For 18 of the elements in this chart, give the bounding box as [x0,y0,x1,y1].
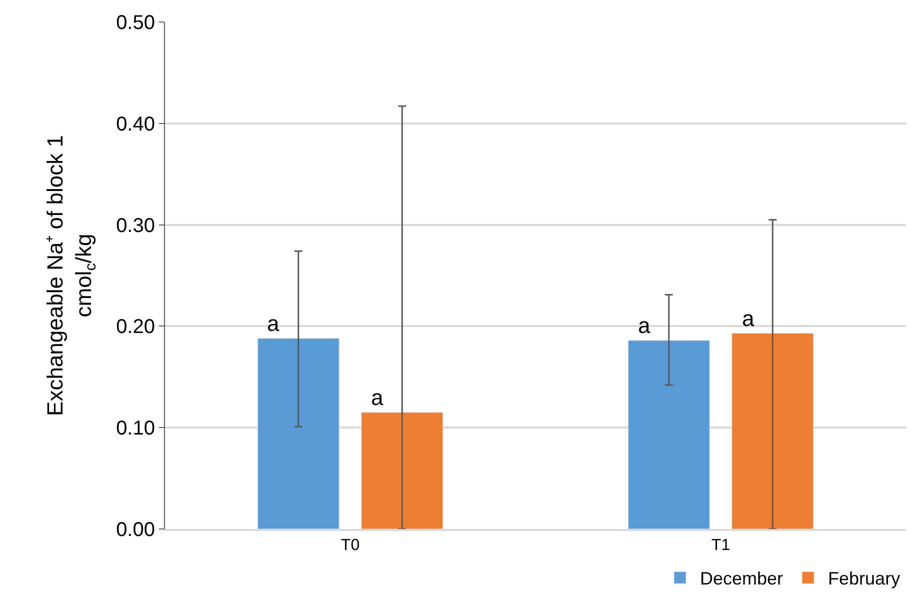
x-tick-label: T0 [340,536,360,554]
y-tick-label: 0.00 [116,519,155,541]
data-label: a [267,311,280,336]
y-tick-label: 0.20 [116,316,155,338]
data-label: a [638,313,651,338]
data-label: a [742,306,755,331]
x-tick-label: T1 [711,536,730,554]
y-tick-label: 0.40 [116,113,155,136]
data-label: a [371,385,384,410]
y-tick-label: 0.10 [116,418,155,440]
bar [361,412,444,529]
y-tick-label: 0.30 [116,214,155,237]
bar [732,333,814,529]
legend-label: December [700,568,784,589]
y-tick-label: 0.50 [116,12,155,34]
bar [257,338,340,529]
legend-label: February [828,568,900,589]
bar [628,340,710,529]
